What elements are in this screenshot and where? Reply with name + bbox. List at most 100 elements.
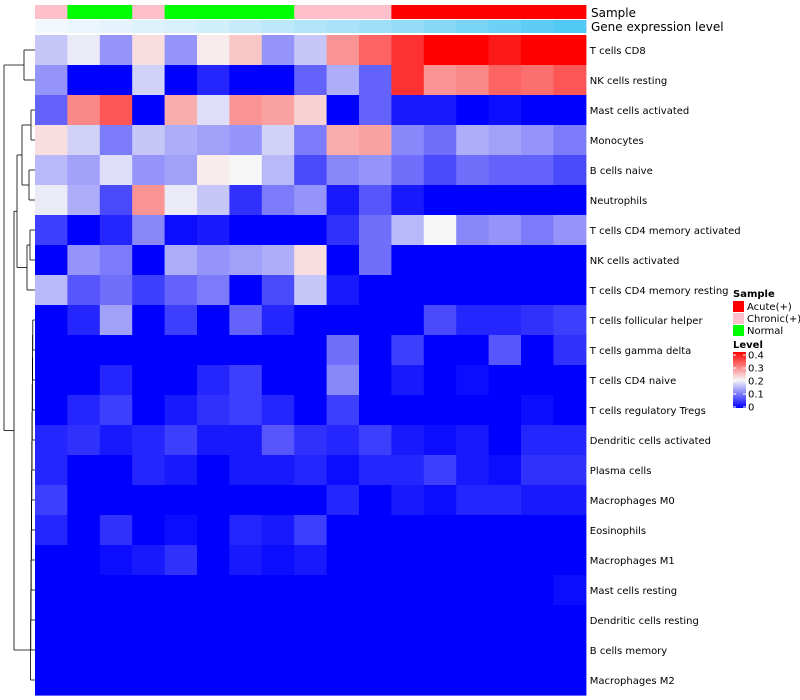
heatmap-cell <box>261 545 295 576</box>
heatmap-cell <box>521 215 554 246</box>
heatmap-cell <box>164 215 198 246</box>
heatmap-cell <box>99 215 133 246</box>
sample-annotation-cell <box>197 5 230 19</box>
heatmap-cell <box>67 185 101 216</box>
heatmap-cell <box>553 455 587 486</box>
heatmap-cell <box>359 425 392 456</box>
heatmap-cell <box>132 65 166 96</box>
heatmap-cell <box>423 185 457 216</box>
row-label: T cells CD4 naive <box>589 376 676 387</box>
heatmap-cell <box>197 305 230 336</box>
heatmap-cell <box>35 155 68 186</box>
heatmap-cell <box>456 125 490 156</box>
heatmap-cell <box>359 335 392 366</box>
heatmap-cell <box>132 185 166 216</box>
heatmap-cell <box>229 185 263 216</box>
heatmap-cell <box>99 335 133 366</box>
heatmap-cell <box>326 245 360 276</box>
heatmap-cell <box>391 665 425 696</box>
sample-annotation-cell <box>294 5 328 19</box>
heatmap-cell <box>261 65 295 96</box>
heatmap-cell <box>35 485 68 516</box>
heatmap-cell <box>423 575 457 606</box>
heatmap-cell <box>359 635 392 666</box>
heatmap-cell <box>99 65 133 96</box>
heatmap-cell <box>132 545 166 576</box>
heatmap-cell <box>164 515 198 546</box>
heatmap-cell <box>229 665 263 696</box>
expression-annotation-bar <box>35 20 587 33</box>
heatmap-cell <box>359 155 392 186</box>
expression-annotation-cell <box>456 20 490 33</box>
expression-annotation-cell <box>132 20 166 33</box>
heatmap-cell <box>132 635 166 666</box>
row-label: Eosinophils <box>590 526 646 537</box>
heatmap-cell <box>67 245 101 276</box>
heatmap-cell <box>164 545 198 576</box>
heatmap-cell <box>67 275 101 306</box>
heatmap-cell <box>423 665 457 696</box>
row-dendrogram <box>3 49 35 681</box>
heatmap-cell <box>132 365 166 396</box>
heatmap-cell <box>229 365 263 396</box>
sample-legend-swatch <box>733 313 744 324</box>
heatmap-cell <box>164 335 198 366</box>
heatmap-cell <box>261 485 295 516</box>
heatmap-cell <box>197 395 230 426</box>
heatmap-cell <box>423 605 457 636</box>
row-label: T cells gamma delta <box>589 346 691 357</box>
heatmap-cell <box>553 95 587 126</box>
sample-legend-swatch <box>733 301 744 312</box>
expression-annotation-cell <box>261 20 295 33</box>
sample-annotation-label: Sample <box>591 6 636 20</box>
heatmap-cell <box>229 65 263 96</box>
heatmap-cell <box>359 605 392 636</box>
row-label: NK cells activated <box>590 256 680 267</box>
heatmap-cell <box>391 545 425 576</box>
heatmap-cell <box>294 545 328 576</box>
heatmap-cell <box>197 575 230 606</box>
row-label: T cells CD4 memory activated <box>589 226 741 237</box>
heatmap-cell <box>35 605 68 636</box>
heatmap-cell <box>456 275 490 306</box>
heatmap-cell <box>294 95 328 126</box>
heatmap-cell <box>553 365 587 396</box>
heatmap-cell <box>229 305 263 336</box>
heatmap-cell <box>197 185 230 216</box>
heatmap-cell <box>164 635 198 666</box>
heatmap-cell <box>553 35 587 66</box>
heatmap-cell <box>488 365 522 396</box>
heatmap-cell <box>99 365 133 396</box>
sample-legend-swatch <box>733 325 744 336</box>
heatmap-cell <box>294 275 328 306</box>
heatmap-cell <box>67 35 101 66</box>
heatmap-cell <box>197 125 230 156</box>
heatmap-cell <box>359 95 392 126</box>
row-label: B cells naive <box>590 166 653 177</box>
heatmap-cell <box>35 245 68 276</box>
heatmap-cell <box>326 185 360 216</box>
heatmap-cell <box>261 515 295 546</box>
expression-annotation-cell <box>488 20 522 33</box>
heatmap-cell <box>132 665 166 696</box>
expression-annotation-cell <box>553 20 587 33</box>
heatmap-cell <box>197 515 230 546</box>
heatmap-cell <box>553 305 587 336</box>
heatmap-cell <box>132 215 166 246</box>
heatmap-cell <box>391 425 425 456</box>
heatmap-cells <box>35 35 587 696</box>
heatmap-cell <box>456 605 490 636</box>
heatmap-cell <box>326 275 360 306</box>
heatmap-cell <box>488 485 522 516</box>
heatmap-cell <box>67 335 101 366</box>
heatmap-cell <box>35 125 68 156</box>
heatmap-cell <box>456 515 490 546</box>
heatmap-cell <box>359 395 392 426</box>
row-label: Mast cells activated <box>590 106 689 117</box>
heatmap-cell <box>261 365 295 396</box>
heatmap-cell <box>423 305 457 336</box>
heatmap-cell <box>164 125 198 156</box>
heatmap-cell <box>35 665 68 696</box>
heatmap-cell <box>35 65 68 96</box>
heatmap-cell <box>391 365 425 396</box>
